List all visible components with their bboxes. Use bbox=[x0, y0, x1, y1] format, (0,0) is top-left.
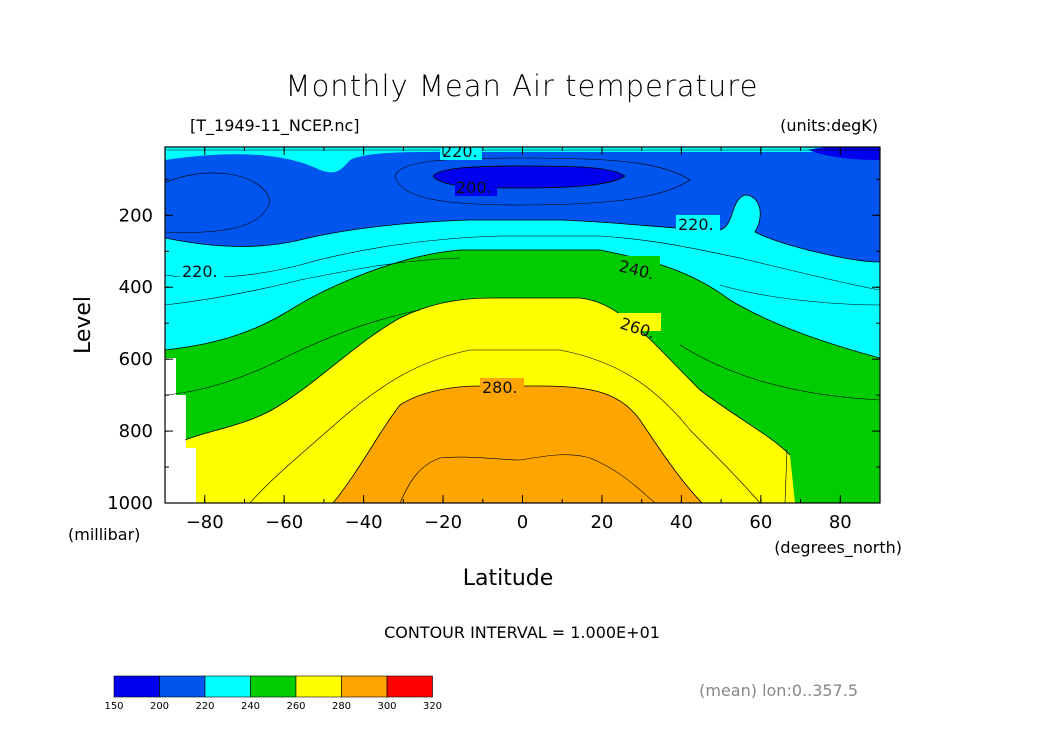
x-tick-label: 80 bbox=[829, 512, 852, 533]
contour-label-200: 200. bbox=[456, 178, 492, 197]
x-tick-label: −80 bbox=[186, 512, 224, 533]
y-tick-label: 800 bbox=[119, 421, 153, 442]
contour-label-220-top: 220. bbox=[442, 142, 478, 161]
contour-label-280: 280. bbox=[482, 378, 518, 397]
colorbar-swatch bbox=[295, 675, 342, 698]
band-orange bbox=[333, 386, 702, 503]
x-tick-label: 40 bbox=[670, 512, 693, 533]
colorbar-label: 300 bbox=[377, 701, 396, 712]
chart-title: Monthly Mean Air temperature bbox=[286, 69, 759, 103]
x-tick-label: 60 bbox=[749, 512, 772, 533]
colorbar: 150 200 220 240 260 280 300 320 bbox=[104, 675, 442, 712]
y-axis-labels: 200 400 600 800 1000 bbox=[107, 205, 153, 514]
plot-area: 220. 200. 220. 220. 240. 260. 280. bbox=[164, 142, 881, 504]
y-tick-label: 200 bbox=[119, 205, 153, 226]
colorbar-swatch bbox=[113, 675, 160, 698]
source-label: [T_1949-11_NCEP.nc] bbox=[190, 116, 360, 136]
y-units-label: (millibar) bbox=[68, 525, 140, 544]
colorbar-swatch bbox=[204, 675, 251, 698]
x-axis-labels: −80 −60 −40 −20 0 20 40 60 80 bbox=[186, 512, 852, 533]
colorbar-swatch bbox=[159, 675, 206, 698]
y-tick-label: 400 bbox=[119, 277, 153, 298]
colorbar-label: 260 bbox=[286, 701, 305, 712]
colorbar-label: 200 bbox=[150, 701, 169, 712]
colorbar-swatch bbox=[250, 675, 297, 698]
colorbar-label: 240 bbox=[241, 701, 260, 712]
y-tick-label: 600 bbox=[119, 349, 153, 370]
axis-ticks bbox=[164, 147, 881, 504]
x-tick-label: 0 bbox=[517, 512, 528, 533]
colorbar-label: 150 bbox=[104, 701, 123, 712]
x-tick-label: −20 bbox=[424, 512, 462, 533]
x-tick-label: −60 bbox=[265, 512, 303, 533]
contour-label-220-west: 220. bbox=[182, 262, 218, 281]
x-axis-title: Latitude bbox=[463, 566, 554, 591]
band-blue bbox=[165, 151, 880, 262]
colorbar-label: 220 bbox=[195, 701, 214, 712]
contour-interval-text: CONTOUR INTERVAL = 1.000E+01 bbox=[384, 623, 660, 642]
x-tick-label: 20 bbox=[590, 512, 613, 533]
contour-label-220-east: 220. bbox=[678, 215, 714, 234]
x-units-label: (degrees_north) bbox=[774, 538, 902, 558]
colorbar-swatch bbox=[386, 675, 433, 698]
x-tick-label: −40 bbox=[345, 512, 383, 533]
y-axis-title: Level bbox=[71, 296, 96, 354]
y-tick-label: 1000 bbox=[107, 493, 153, 514]
units-label: (units:degK) bbox=[780, 116, 878, 135]
colorbar-label: 320 bbox=[423, 701, 442, 712]
colorbar-swatch bbox=[341, 675, 388, 698]
colorbar-label: 280 bbox=[332, 701, 351, 712]
footnote: (mean) lon:0..357.5 bbox=[699, 681, 858, 700]
